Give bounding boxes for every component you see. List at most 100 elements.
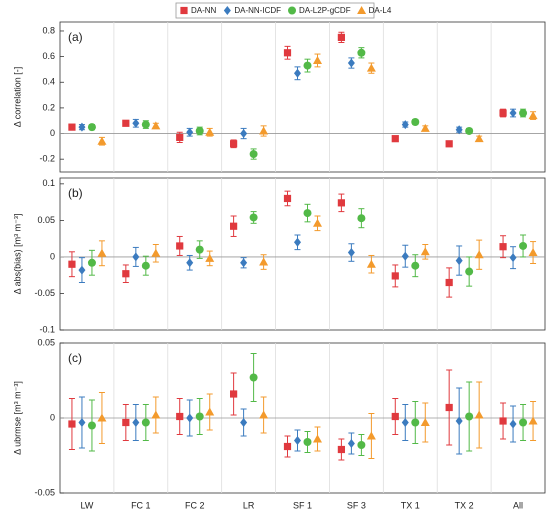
marker xyxy=(87,421,96,430)
marker xyxy=(205,127,215,136)
y-axis-label: Δ correlation [-] xyxy=(12,67,22,128)
x-tick-label: TX 2 xyxy=(455,500,474,510)
marker xyxy=(294,237,301,247)
marker xyxy=(283,194,292,203)
y-axis-label: Δ ubrmse [m³ m⁻³] xyxy=(12,381,22,455)
marker xyxy=(465,126,474,135)
y-tick-label: 0.05 xyxy=(37,337,55,347)
marker xyxy=(357,48,366,57)
marker xyxy=(509,253,517,263)
marker xyxy=(401,251,409,261)
marker xyxy=(294,68,301,78)
marker xyxy=(474,134,484,143)
x-tick-label: SF 1 xyxy=(293,500,312,510)
marker xyxy=(122,418,130,427)
marker xyxy=(132,252,140,262)
marker xyxy=(176,133,184,141)
marker xyxy=(420,418,430,426)
marker xyxy=(420,247,430,256)
panel-label: (b) xyxy=(68,186,83,200)
marker xyxy=(68,123,76,131)
marker xyxy=(240,418,248,427)
y-tick-label: 0 xyxy=(50,412,55,422)
marker xyxy=(303,61,312,70)
marker xyxy=(68,260,76,268)
marker xyxy=(445,278,453,287)
marker xyxy=(465,267,474,276)
legend xyxy=(175,2,375,19)
marker xyxy=(401,120,409,130)
marker xyxy=(303,438,312,446)
x-tick-label: SF 3 xyxy=(347,500,366,510)
marker xyxy=(455,125,463,135)
marker xyxy=(249,150,258,159)
marker xyxy=(347,248,355,258)
marker xyxy=(499,109,507,117)
marker xyxy=(420,123,430,132)
marker xyxy=(97,248,107,257)
marker xyxy=(195,245,204,254)
y-tick-label: -0.1 xyxy=(39,324,55,334)
marker xyxy=(474,250,484,259)
marker xyxy=(313,55,322,64)
marker xyxy=(528,248,538,257)
marker xyxy=(230,222,238,230)
marker xyxy=(519,418,528,427)
marker xyxy=(230,390,238,398)
y-tick-label: 0.05 xyxy=(37,215,55,225)
marker xyxy=(87,258,96,267)
marker xyxy=(122,119,130,127)
marker xyxy=(141,418,150,427)
marker xyxy=(519,241,528,250)
marker xyxy=(366,259,376,268)
marker xyxy=(151,410,161,419)
marker xyxy=(337,33,345,41)
plot-frame xyxy=(59,21,546,173)
x-tick-label: FC 2 xyxy=(185,500,205,510)
marker xyxy=(519,109,528,118)
marker xyxy=(294,436,301,445)
marker xyxy=(141,120,150,129)
marker xyxy=(391,412,399,421)
marker xyxy=(401,418,409,427)
marker xyxy=(176,412,184,421)
x-tick-label: FC 1 xyxy=(131,500,151,510)
marker xyxy=(411,418,420,427)
marker xyxy=(474,410,484,419)
marker xyxy=(68,420,76,428)
x-tick-label: TX 1 xyxy=(401,500,420,510)
marker xyxy=(180,6,188,15)
marker xyxy=(455,416,463,426)
marker xyxy=(366,431,376,440)
marker xyxy=(509,108,517,118)
panel-label: (a) xyxy=(68,30,83,44)
marker xyxy=(132,418,140,427)
marker xyxy=(186,413,194,423)
marker xyxy=(240,258,248,268)
marker xyxy=(337,445,345,454)
y-tick-label: 0.4 xyxy=(42,77,55,87)
marker xyxy=(230,140,238,148)
marker xyxy=(303,209,312,218)
marker xyxy=(249,373,258,382)
marker xyxy=(283,49,292,57)
marker xyxy=(499,417,507,425)
marker xyxy=(465,412,474,421)
marker xyxy=(87,123,96,132)
marker xyxy=(205,253,215,262)
marker xyxy=(240,129,248,139)
marker xyxy=(288,6,297,15)
marker xyxy=(337,199,345,207)
marker xyxy=(151,248,161,257)
x-tick-label: LW xyxy=(81,500,94,510)
legend-label: DA-NN-ICDF xyxy=(234,6,281,15)
marker xyxy=(176,242,184,250)
marker xyxy=(97,413,107,422)
marker xyxy=(366,63,376,72)
marker xyxy=(347,58,355,68)
marker xyxy=(132,118,140,128)
marker xyxy=(499,243,507,251)
marker xyxy=(259,257,269,266)
